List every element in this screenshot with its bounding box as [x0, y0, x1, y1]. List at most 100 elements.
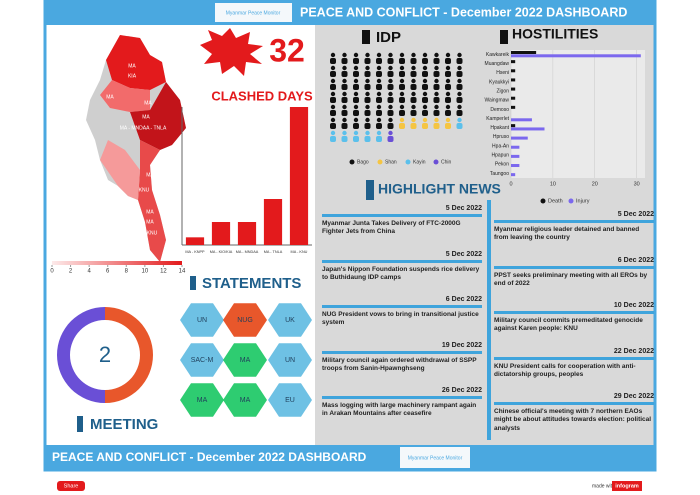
chart-title: MEETING [90, 416, 158, 433]
icon-body [330, 84, 336, 90]
news-date: 5 Dec 2022 [445, 250, 482, 258]
news-headline: KNU President calls for cooperation with… [494, 362, 636, 378]
bar [511, 136, 528, 140]
person-icon [376, 52, 382, 64]
icon-head [422, 104, 428, 110]
news-date: 6 Dec 2022 [617, 256, 654, 264]
icon-head [330, 130, 336, 136]
icon-body [341, 123, 348, 129]
icon-head [445, 104, 451, 110]
icon-body [353, 97, 359, 103]
bar [511, 54, 641, 58]
icon-head [330, 91, 336, 97]
statement-label: EU [285, 397, 295, 404]
person-icon [364, 130, 371, 142]
news-bar [494, 402, 654, 405]
icon-body [341, 84, 348, 90]
bar [237, 222, 257, 245]
person-icon [364, 65, 371, 77]
icon-head [388, 65, 393, 71]
icon-head [434, 78, 439, 84]
person-icon [353, 117, 359, 129]
icon-head [411, 65, 416, 71]
person-icon [399, 78, 405, 90]
icon-head [457, 52, 462, 58]
scale-label: 10 [142, 269, 149, 275]
news-date: 26 Dec 2022 [441, 387, 482, 394]
icon-head [388, 117, 393, 123]
statement-label: UN [197, 317, 207, 324]
icon-body [399, 110, 405, 116]
news-headline: NUG President vows to bring in transitio… [322, 311, 479, 327]
icon-head [388, 52, 393, 58]
person-icon [399, 65, 405, 77]
icon-head [330, 65, 336, 71]
map-label: MA [142, 114, 150, 120]
person-icon [422, 104, 428, 116]
x-tick-label: 0 [509, 181, 512, 187]
person-icon [445, 104, 451, 116]
icon-head [376, 78, 382, 84]
icon-head [353, 104, 359, 110]
icon-body [387, 97, 394, 103]
icon-head [388, 78, 393, 84]
news-item: 19 Dec 2022 Military council again ordere… [322, 342, 482, 374]
legend-label: Bago [357, 159, 369, 165]
news-item: 6 Dec 2022 PPST seeks preliminary meeting… [494, 257, 654, 289]
icon-head [342, 130, 347, 136]
person-icon [456, 104, 463, 116]
icon-head [365, 78, 370, 84]
icon-body [410, 123, 417, 129]
icon-body [376, 110, 382, 116]
person-icon [341, 117, 348, 129]
icon-head [434, 104, 439, 110]
person-icon [456, 78, 463, 90]
icon-body [456, 110, 463, 116]
person-icon [330, 91, 336, 103]
share-button[interactable] [57, 481, 85, 491]
y-tick-label: Waingmaw [484, 98, 509, 104]
x-tick-label: 10 [550, 181, 556, 187]
person-icon [330, 117, 336, 129]
icon-head [445, 91, 451, 97]
person-icon [456, 117, 463, 129]
bar [263, 199, 283, 245]
person-icon [445, 65, 451, 77]
share-label[interactable]: Share [64, 483, 79, 489]
person-icon [353, 78, 359, 90]
map-label: MA [146, 209, 154, 215]
icon-head [342, 65, 347, 71]
icon-head [399, 52, 405, 58]
bar [511, 105, 516, 109]
icon-body [376, 97, 382, 103]
news-date: 5 Dec 2022 [445, 205, 482, 212]
news-headline: PPST seeks preliminary meeting with all … [494, 271, 648, 287]
news-date: 19 Dec 2022 [441, 341, 482, 349]
news-bar [494, 265, 654, 269]
bar [511, 87, 516, 91]
news-bar [322, 350, 482, 354]
icon-body [353, 71, 359, 77]
icon-body [445, 97, 451, 103]
bar [511, 164, 520, 168]
person-icon [341, 130, 348, 142]
person-icon [456, 52, 463, 64]
statement-label: MA [240, 397, 251, 404]
icon-body [364, 110, 371, 116]
footer-title: PEACE AND CONFLICT - December 2022 DASHB… [52, 450, 367, 464]
person-icon [399, 104, 405, 116]
icon-head [457, 117, 462, 123]
person-icon [410, 117, 417, 129]
person-icon [433, 117, 440, 129]
made-with: made with [592, 483, 615, 489]
icon-body [341, 58, 348, 64]
bar [511, 118, 532, 122]
starburst [200, 28, 263, 76]
legend-swatch [433, 159, 439, 165]
person-icon [387, 52, 394, 64]
news-bar [322, 214, 482, 217]
icon-body [353, 123, 359, 129]
statement-hexagon [223, 383, 267, 417]
icon-head [388, 104, 393, 110]
icon-body [445, 71, 451, 77]
